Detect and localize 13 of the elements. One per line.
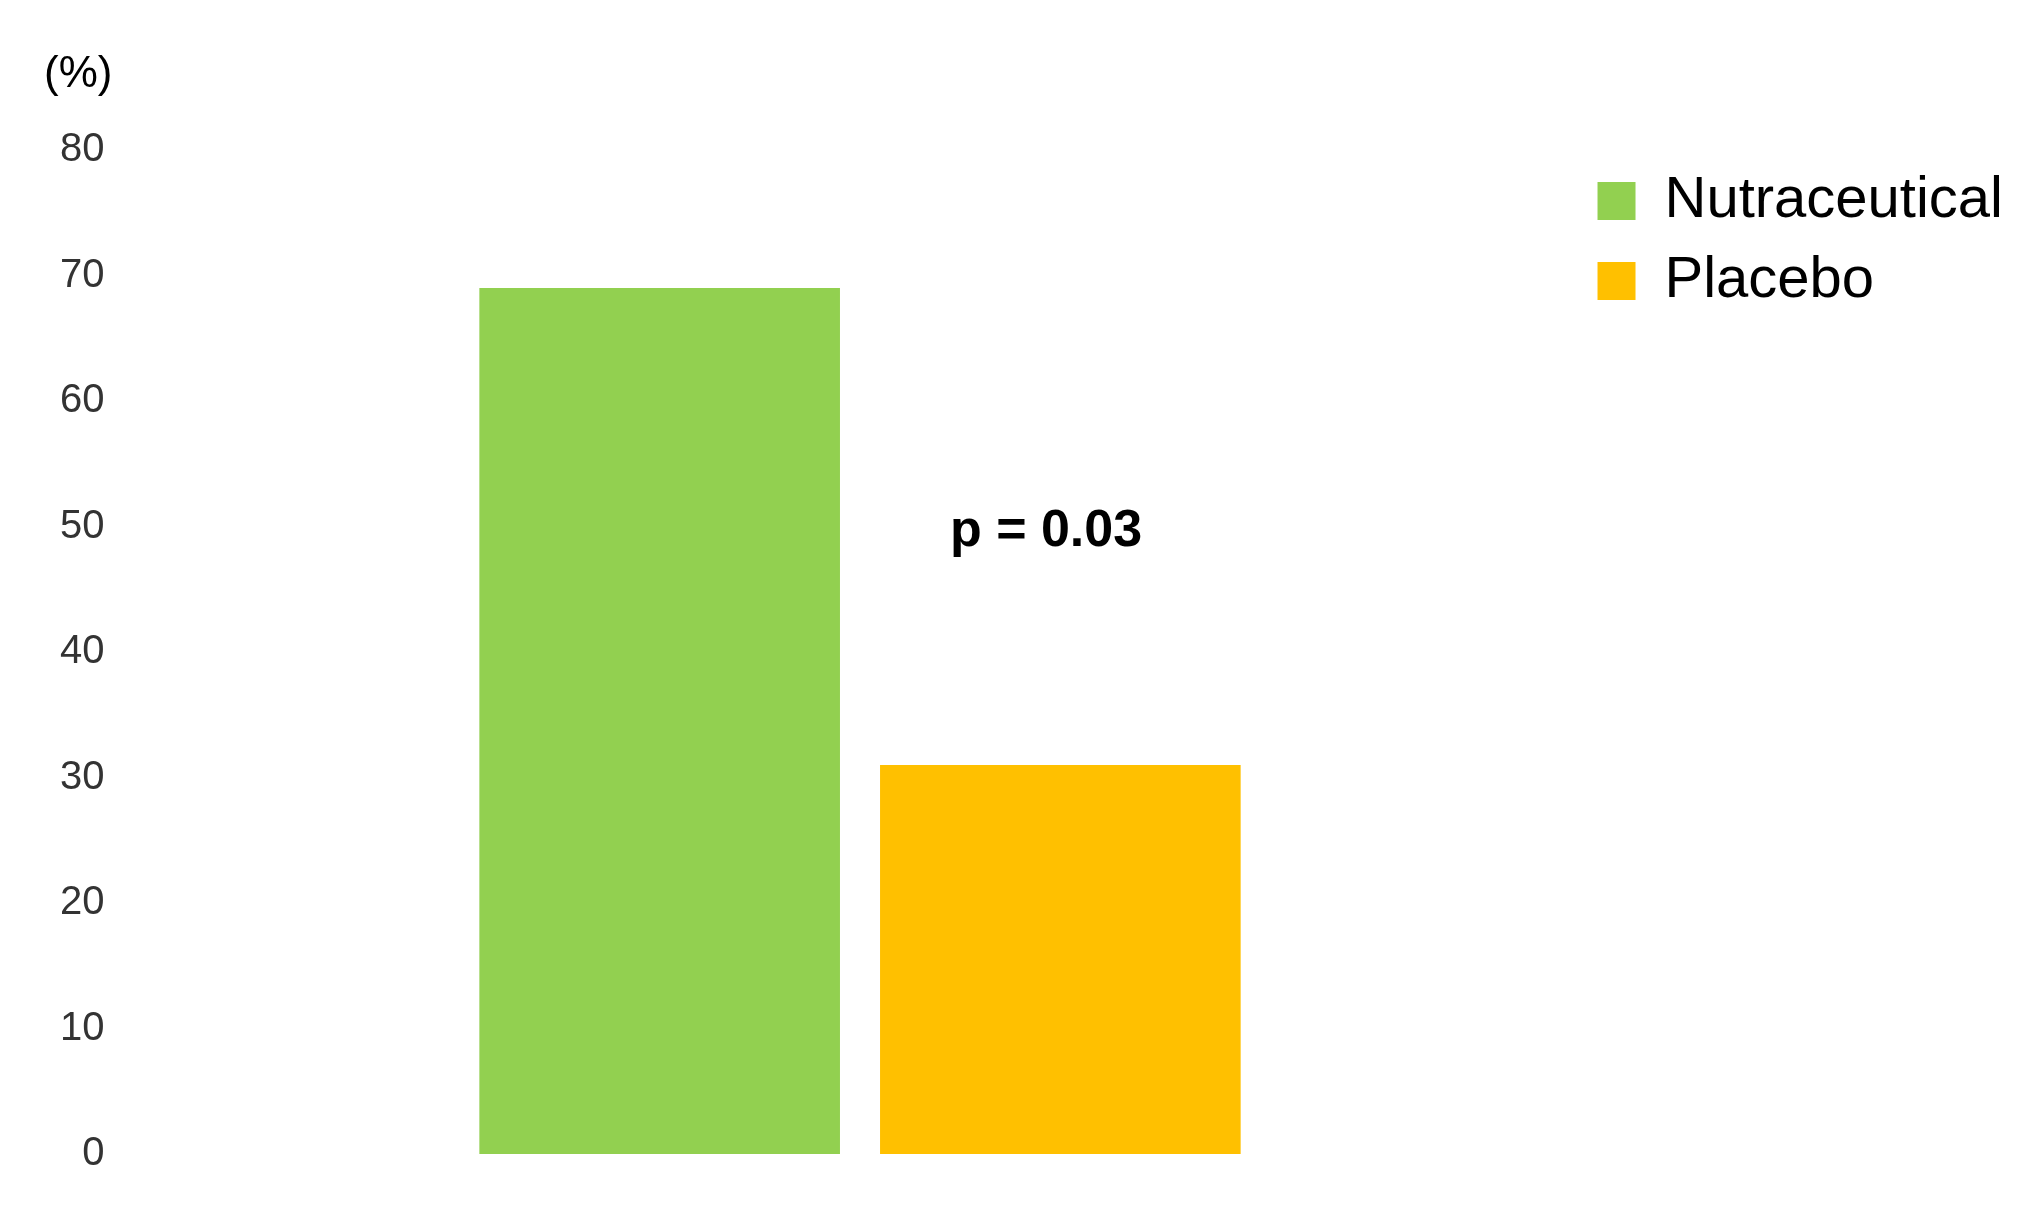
y-tick-label: 0 [82, 1129, 105, 1174]
annotation: p = 0.03 [949, 498, 1143, 557]
y-tick-label: 10 [59, 1003, 105, 1048]
y-tick-label: 80 [59, 125, 105, 170]
legend-label: Placebo [1664, 244, 1875, 309]
y-tick-label: 60 [59, 376, 105, 421]
y-tick-label: 40 [59, 627, 105, 672]
y-tick-label: 20 [59, 878, 105, 923]
y-axis-title: (%) [44, 47, 113, 97]
y-tick-label: 30 [59, 752, 105, 797]
y-tick-label: 50 [59, 501, 105, 546]
y-tick-label: 70 [59, 250, 105, 295]
legend-label: Nutraceutical [1664, 164, 2003, 229]
